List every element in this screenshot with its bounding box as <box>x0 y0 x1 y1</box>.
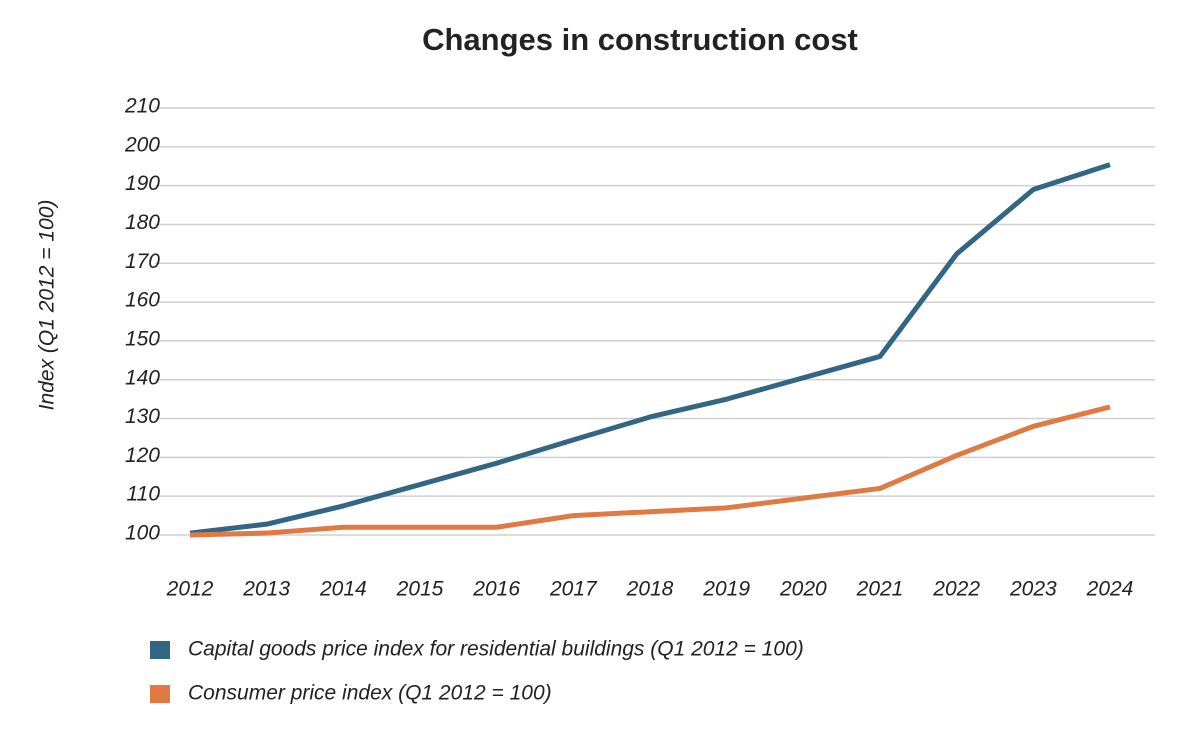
y-tick-label: 110 <box>127 483 161 506</box>
x-tick-label: 2020 <box>779 578 827 601</box>
legend-swatch <box>150 641 170 659</box>
legend-swatch <box>150 685 170 703</box>
y-tick-label: 140 <box>125 366 160 389</box>
y-tick-label: 160 <box>125 289 160 312</box>
y-tick-label: 210 <box>124 95 160 118</box>
x-tick-label: 2013 <box>242 578 290 601</box>
y-tick-label: 130 <box>125 405 160 428</box>
x-tick-label: 2018 <box>626 578 674 601</box>
x-tick-label: 2019 <box>702 578 750 601</box>
legend-label: Consumer price index (Q1 2012 = 100) <box>188 682 552 705</box>
x-tick-label: 2021 <box>856 578 904 601</box>
x-tick-label: 2015 <box>396 578 444 601</box>
x-tick-label: 2012 <box>166 578 214 601</box>
x-tick-label: 2024 <box>1086 578 1134 601</box>
series-line <box>189 162 1111 536</box>
y-tick-label: 100 <box>125 522 160 545</box>
series-line <box>189 404 1111 538</box>
y-tick-label: 190 <box>125 172 160 195</box>
chart-title: Changes in construction cost <box>422 22 858 57</box>
x-tick-label: 2014 <box>319 578 367 601</box>
y-tick-label: 180 <box>125 211 160 234</box>
x-tick-label: 2023 <box>1009 578 1057 601</box>
legend-label: Capital goods price index for residentia… <box>188 638 804 661</box>
x-tick-label: 2022 <box>932 578 980 601</box>
y-tick-label: 150 <box>125 327 160 350</box>
x-tick-label: 2016 <box>472 578 520 601</box>
y-tick-label: 200 <box>124 133 160 156</box>
y-axis-label: Index (Q1 2012 = 100) <box>36 200 59 411</box>
y-tick-label: 120 <box>125 444 160 467</box>
y-tick-label: 170 <box>125 250 160 273</box>
x-tick-label: 2017 <box>549 578 598 601</box>
